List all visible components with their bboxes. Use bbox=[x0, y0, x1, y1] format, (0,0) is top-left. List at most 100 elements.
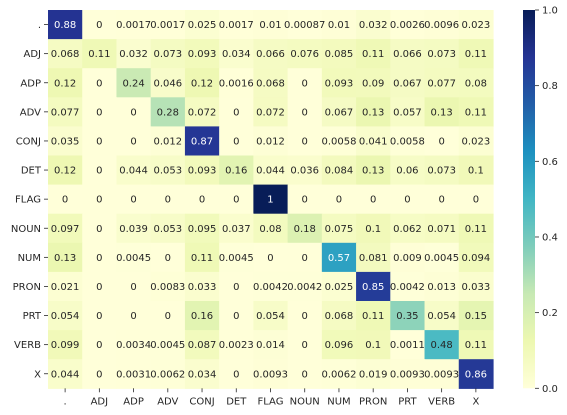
cell-value-label: 0.0017 bbox=[219, 20, 254, 31]
y-tick-label-noun: NOUN bbox=[11, 224, 41, 235]
cell-value-label: 0.88 bbox=[54, 20, 76, 31]
heatmap-cell-adv-adv bbox=[150, 97, 186, 127]
heatmap-cell-x-prt bbox=[390, 359, 426, 389]
cell-value-label: 1 bbox=[267, 195, 273, 206]
heatmap-cell-noun-conj bbox=[184, 213, 220, 244]
cell-value-label: 0 bbox=[96, 166, 102, 177]
heatmap-cell-det-conj bbox=[184, 155, 220, 186]
heatmap-cell-det-noun bbox=[287, 155, 323, 186]
cell-value-label: 0.093 bbox=[188, 166, 217, 177]
heatmap-cell-prt-flag bbox=[253, 301, 289, 331]
cell-value-label: 0 bbox=[267, 253, 273, 264]
heatmap-cell-x-noun bbox=[287, 359, 323, 389]
cell-value-label: 0 bbox=[473, 195, 479, 206]
heatmap-cell-conj-adp bbox=[116, 126, 152, 157]
y-tick-label-conj: CONJ bbox=[16, 136, 41, 147]
cell-value-label: 0.025 bbox=[188, 20, 217, 31]
cell-value-label: 0.11 bbox=[362, 311, 384, 322]
heatmap-cell-adv-det bbox=[219, 97, 254, 127]
cell-value-label: 0 bbox=[302, 107, 308, 118]
cell-value-label: 0.037 bbox=[222, 224, 251, 235]
heatmap-cell-det-flag bbox=[253, 155, 289, 186]
cell-value-label: 0 bbox=[130, 107, 136, 118]
cell-value-label: 0.014 bbox=[256, 340, 285, 351]
cell-value-label: 0 bbox=[199, 195, 205, 206]
cell-value-label: 0.097 bbox=[51, 224, 80, 235]
cell-value-label: 0.35 bbox=[396, 311, 418, 322]
heatmap-cell-det-det bbox=[219, 155, 254, 186]
cell-value-label: 0.039 bbox=[119, 224, 148, 235]
cell-value-label: 0 bbox=[96, 369, 102, 380]
cell-value-label: 0 bbox=[165, 311, 171, 322]
x-tick-label-det: DET bbox=[226, 396, 247, 407]
heatmap-cell-flag-flag bbox=[253, 184, 289, 215]
cell-value-label: 0 bbox=[233, 282, 239, 293]
cell-value-label: 0.032 bbox=[119, 49, 148, 60]
cell-value-label: 0.0042 bbox=[253, 282, 288, 293]
cell-value-label: 0.009 bbox=[393, 253, 422, 264]
y-tick-label-pron: PRON bbox=[13, 282, 41, 293]
cell-value-label: 0 bbox=[130, 136, 136, 147]
cell-value-label: 0.085 bbox=[325, 49, 354, 60]
heatmap-cell-det-punct bbox=[48, 155, 83, 186]
cell-value-label: 0 bbox=[233, 107, 239, 118]
heatmap-cell-noun-adv bbox=[150, 213, 186, 244]
heatmap-cell-adj-x bbox=[458, 39, 494, 69]
cell-value-label: 0.0017 bbox=[116, 20, 151, 31]
heatmap-cell-num-adj bbox=[82, 242, 118, 273]
colorbar-tick-label: 1.0 bbox=[542, 6, 558, 17]
heatmap-cell-prt-noun bbox=[287, 301, 323, 331]
heatmap-cell-flag-pron bbox=[356, 184, 391, 215]
heatmap-cell-punct-det bbox=[219, 10, 254, 40]
cell-value-label: 0.034 bbox=[188, 369, 217, 380]
cell-value-label: 0.072 bbox=[256, 107, 285, 118]
heatmap-cell-adj-adj bbox=[82, 39, 118, 69]
cell-value-label: 0.075 bbox=[325, 224, 354, 235]
cell-value-label: 0.013 bbox=[427, 282, 456, 293]
heatmap-cell-adp-adp bbox=[116, 68, 152, 98]
cell-value-label: 0 bbox=[96, 311, 102, 322]
heatmap-cell-noun-adp bbox=[116, 213, 152, 244]
heatmap-cell-adv-pron bbox=[356, 97, 391, 127]
cell-value-label: 0 bbox=[302, 253, 308, 264]
cell-value-label: 0.09 bbox=[362, 78, 384, 89]
cell-value-label: 0.041 bbox=[359, 136, 388, 147]
heatmap-cell-verb-adj bbox=[82, 330, 118, 360]
cell-value-label: 0 bbox=[130, 282, 136, 293]
cell-value-label: 0.0096 bbox=[424, 20, 459, 31]
heatmap-cell-det-adp bbox=[116, 155, 152, 186]
heatmap-cell-pron-adv bbox=[150, 271, 186, 302]
cell-value-label: 0.073 bbox=[427, 49, 456, 60]
cell-value-label: 0.019 bbox=[359, 369, 388, 380]
cell-value-label: 0.012 bbox=[256, 136, 285, 147]
cell-value-label: 0 bbox=[302, 136, 308, 147]
cell-value-label: 0.023 bbox=[462, 136, 491, 147]
cell-value-label: 0.11 bbox=[465, 107, 487, 118]
cell-value-label: 0.021 bbox=[51, 282, 80, 293]
cell-value-label: 0 bbox=[233, 311, 239, 322]
cell-value-label: 0.0045 bbox=[424, 253, 459, 264]
heatmap-cell-prt-adv bbox=[150, 301, 186, 331]
y-tick-label-adv: ADV bbox=[20, 107, 41, 118]
cell-value-label: 0 bbox=[302, 78, 308, 89]
heatmap-cell-adp-pron bbox=[356, 68, 391, 98]
cell-value-label: 0 bbox=[302, 340, 308, 351]
heatmap-cell-adj-det bbox=[219, 39, 254, 69]
cell-value-label: 0.16 bbox=[191, 311, 213, 322]
cell-value-label: 0.0042 bbox=[390, 282, 425, 293]
heatmap-cell-verb-adp bbox=[116, 330, 152, 360]
cell-value-label: 0.066 bbox=[393, 49, 422, 60]
heatmap-cell-verb-pron bbox=[356, 330, 391, 360]
heatmap-cell-prt-verb bbox=[424, 301, 460, 331]
heatmap-cell-det-x bbox=[458, 155, 494, 186]
cell-value-label: 0.0062 bbox=[150, 369, 185, 380]
cell-value-label: 0.11 bbox=[465, 224, 487, 235]
heatmap-cell-verb-prt bbox=[390, 330, 426, 360]
heatmap-cell-pron-verb bbox=[424, 271, 460, 302]
heatmap-cell-prt-punct bbox=[48, 301, 83, 331]
heatmap-cell-det-prt bbox=[390, 155, 426, 186]
cell-value-label: 0.0016 bbox=[219, 78, 254, 89]
heatmap-cell-adv-adj bbox=[82, 97, 118, 127]
cell-value-label: 0.0017 bbox=[150, 20, 185, 31]
cell-value-label: 0.054 bbox=[51, 311, 80, 322]
